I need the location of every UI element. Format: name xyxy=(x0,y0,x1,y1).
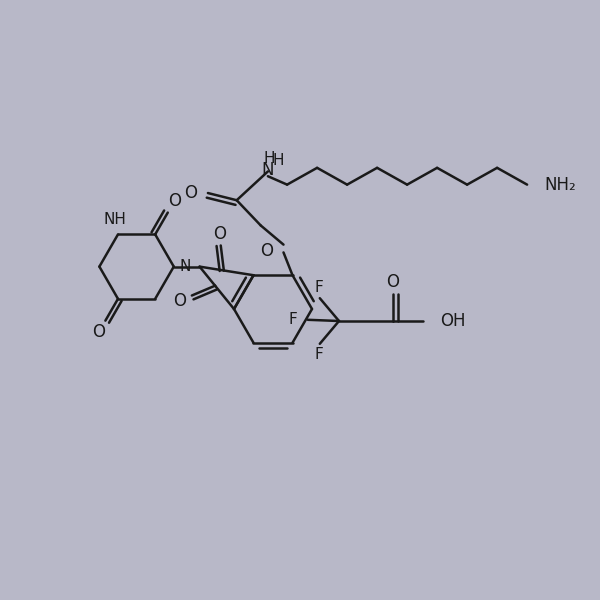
Text: H: H xyxy=(273,153,284,168)
Text: N: N xyxy=(262,161,274,179)
Text: O: O xyxy=(386,273,400,291)
Text: OH: OH xyxy=(440,312,466,330)
Text: O: O xyxy=(92,323,105,341)
Text: H: H xyxy=(263,151,275,166)
Text: O: O xyxy=(168,192,181,210)
Text: F: F xyxy=(314,280,323,295)
Text: NH₂: NH₂ xyxy=(544,176,575,194)
Text: O: O xyxy=(173,292,186,310)
Text: O: O xyxy=(213,224,226,242)
Text: O: O xyxy=(260,242,272,260)
Text: O: O xyxy=(184,184,197,202)
Text: NH: NH xyxy=(104,212,127,227)
Text: F: F xyxy=(314,347,323,362)
Text: N: N xyxy=(179,259,191,274)
Text: F: F xyxy=(288,312,297,328)
